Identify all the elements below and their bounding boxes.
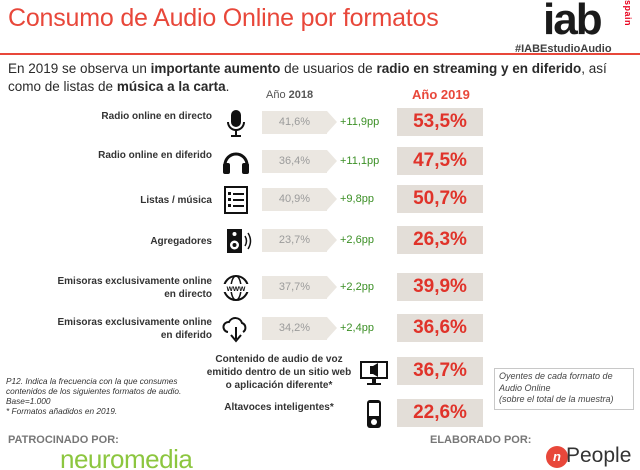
iab-logo-text: iab <box>543 0 603 44</box>
table-row: Altavoces inteligentes* 22,6% <box>0 397 640 431</box>
table-row: Radio online en directo 41,6% +11,9pp 53,5% <box>0 106 640 140</box>
cloud-download-icon <box>219 312 253 346</box>
value-2018: 23,7% <box>262 229 327 252</box>
row-label: Agregadores <box>150 235 212 247</box>
www-globe-icon: www <box>219 271 253 305</box>
header-rule <box>0 53 640 55</box>
row-label: Emisoras exclusivamente online en direct… <box>57 276 212 300</box>
row-label: Emisoras exclusivamente online en diferi… <box>57 317 212 341</box>
intro-bold: importante aumento <box>150 61 281 76</box>
table-row: Emisoras exclusivamente online en diferi… <box>0 312 640 346</box>
intro-part: En 2019 se observa un <box>8 61 151 76</box>
table-row: Listas / música 40,9% +9,8pp 50,7% <box>0 183 640 217</box>
value-2019: 39,9% <box>397 273 483 301</box>
author-label: ELABORADO POR: <box>430 434 532 446</box>
value-2019: 36,6% <box>397 314 483 342</box>
value-2018: 41,6% <box>262 111 327 134</box>
row-label: Contenido de audio de voz emitido dentro… <box>206 353 352 391</box>
arrow-shape <box>327 317 337 339</box>
iab-logo-sub: spain <box>623 0 633 27</box>
value-2018: 34,2% <box>262 317 327 340</box>
intro-part: . <box>225 79 230 94</box>
difference-pp: +11,9pp <box>340 116 380 128</box>
value-2018: 37,7% <box>262 276 327 299</box>
column-header-2019: Año 2019 <box>412 87 470 102</box>
smart-speaker-icon <box>357 397 391 431</box>
intro-bold: radio en streaming y en diferido <box>376 61 582 76</box>
value-2019: 26,3% <box>397 226 483 254</box>
arrow-shape <box>327 188 337 210</box>
headphones-icon <box>219 145 253 179</box>
microphone-icon <box>219 106 253 140</box>
row-label: Listas / música <box>140 194 212 206</box>
sponsor-label: PATROCINADO POR: <box>8 434 119 446</box>
table-row: Agregadores 23,7% +2,6pp 26,3% <box>0 224 640 258</box>
legend-note: Oyentes de cada formato de Audio Online … <box>494 368 634 410</box>
arrow-shape <box>327 111 337 133</box>
column-header-2018: Año 2018 <box>266 89 313 101</box>
difference-pp: +2,2pp <box>340 281 374 293</box>
table-row: Emisoras exclusivamente online en direct… <box>0 271 640 305</box>
column-header-prefix: Año <box>266 89 289 101</box>
value-2018: 36,4% <box>262 150 327 173</box>
table-row: Radio online en diferido 36,4% +11,1pp 47,5… <box>0 145 640 179</box>
difference-pp: +2,4pp <box>340 322 374 334</box>
page-title: Consumo de Audio Online por formatos <box>8 4 439 32</box>
speaker-icon <box>219 224 253 258</box>
value-2019: 50,7% <box>397 185 483 213</box>
column-header-year: 2018 <box>288 89 314 101</box>
row-label: Altavoces inteligentes* <box>224 402 334 413</box>
playlist-icon <box>219 183 253 217</box>
intro-text: En 2019 se observa un importante aumento… <box>8 60 628 96</box>
row-label: Radio online en directo <box>101 111 212 122</box>
intro-bold: música a la carta <box>116 79 226 94</box>
difference-pp: +11,1pp <box>340 155 380 167</box>
footnote: P12. Indica la frecuencia con la que con… <box>6 376 182 416</box>
arrow-shape <box>327 150 337 172</box>
monitor-audio-icon <box>357 355 391 389</box>
value-2019: 47,5% <box>397 147 483 175</box>
intro-part: de usuarios de <box>280 61 377 76</box>
value-2019: 36,7% <box>397 357 483 385</box>
arrow-shape <box>327 276 337 298</box>
author-logo-text: People <box>566 444 632 467</box>
value-2019: 22,6% <box>397 399 483 427</box>
value-2018: 40,9% <box>262 188 327 211</box>
table-row: Contenido de audio de voz emitido dentro… <box>0 353 640 391</box>
sponsor-logo: neuromedia <box>60 444 193 470</box>
svg-text:www: www <box>226 284 246 293</box>
value-2019: 53,5% <box>397 108 483 136</box>
difference-pp: +9,8pp <box>340 193 374 205</box>
intro-part: , así como de listas de <box>8 61 607 94</box>
hashtag: #IABEstudioAudio <box>515 43 612 55</box>
iab-logo: iab spain <box>543 0 638 60</box>
row-label: Radio online en diferido <box>98 150 212 161</box>
arrow-shape <box>327 229 337 251</box>
difference-pp: +2,6pp <box>340 234 374 246</box>
author-logo-mark: n <box>546 446 568 468</box>
